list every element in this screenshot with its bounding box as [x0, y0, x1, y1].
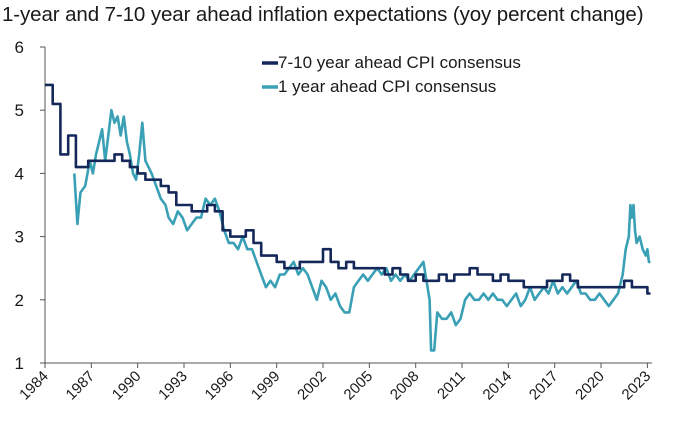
x-tick-label: 1990 [109, 368, 145, 404]
y-tick-label: 5 [15, 101, 24, 120]
x-tick-label: 2017 [526, 368, 562, 404]
series-line-7-10-year [45, 83, 651, 295]
x-tick-label: 2020 [572, 368, 608, 404]
y-tick-label: 2 [15, 291, 24, 310]
chart-series-lines [45, 83, 651, 352]
x-tick-label: 2011 [434, 368, 469, 403]
x-tick-label: 1993 [155, 368, 191, 404]
y-tick-label: 4 [15, 164, 24, 183]
x-tick-label: 1984 [16, 368, 52, 404]
y-tick-label: 1 [15, 354, 24, 373]
x-tick-label: 2005 [341, 368, 377, 404]
y-tick-label: 3 [15, 228, 24, 247]
y-tick-label: 6 [15, 38, 24, 57]
chart-title: 1-year and 7-10 year ahead inflation exp… [2, 3, 644, 26]
series-line-1-year [73, 108, 651, 352]
x-tick-label: 2014 [480, 368, 516, 404]
x-tick-label: 1996 [202, 368, 238, 404]
legend-label: 7-10 year ahead CPI consensus [278, 53, 521, 72]
x-tick-label: 1999 [248, 368, 284, 404]
chart-legend: 7-10 year ahead CPI consensus 1 year ahea… [262, 53, 521, 96]
x-tick-label: 2008 [387, 368, 423, 404]
x-tick-label: 1987 [63, 368, 99, 404]
x-tick-label: 2002 [294, 368, 330, 404]
legend-label: 1 year ahead CPI consensus [278, 77, 496, 96]
x-tick-label: 2023 [619, 368, 655, 404]
